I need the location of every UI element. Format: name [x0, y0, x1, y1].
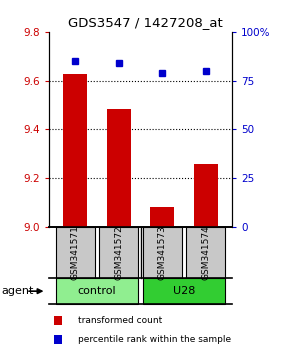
Bar: [151, 207, 174, 227]
Bar: [194, 165, 218, 227]
Text: percentile rank within the sample: percentile rank within the sample: [78, 335, 231, 344]
Text: transformed count: transformed count: [78, 316, 163, 325]
Text: GSM341574: GSM341574: [201, 225, 211, 280]
Text: control: control: [78, 286, 117, 296]
Text: GSM341573: GSM341573: [158, 225, 167, 280]
Text: GDS3547 / 1427208_at: GDS3547 / 1427208_at: [68, 16, 222, 29]
Text: agent: agent: [1, 286, 34, 296]
Text: GSM341572: GSM341572: [114, 225, 124, 280]
Text: U28: U28: [173, 286, 195, 296]
Bar: [107, 109, 131, 227]
Bar: [64, 74, 87, 227]
Text: GSM341571: GSM341571: [71, 225, 80, 280]
